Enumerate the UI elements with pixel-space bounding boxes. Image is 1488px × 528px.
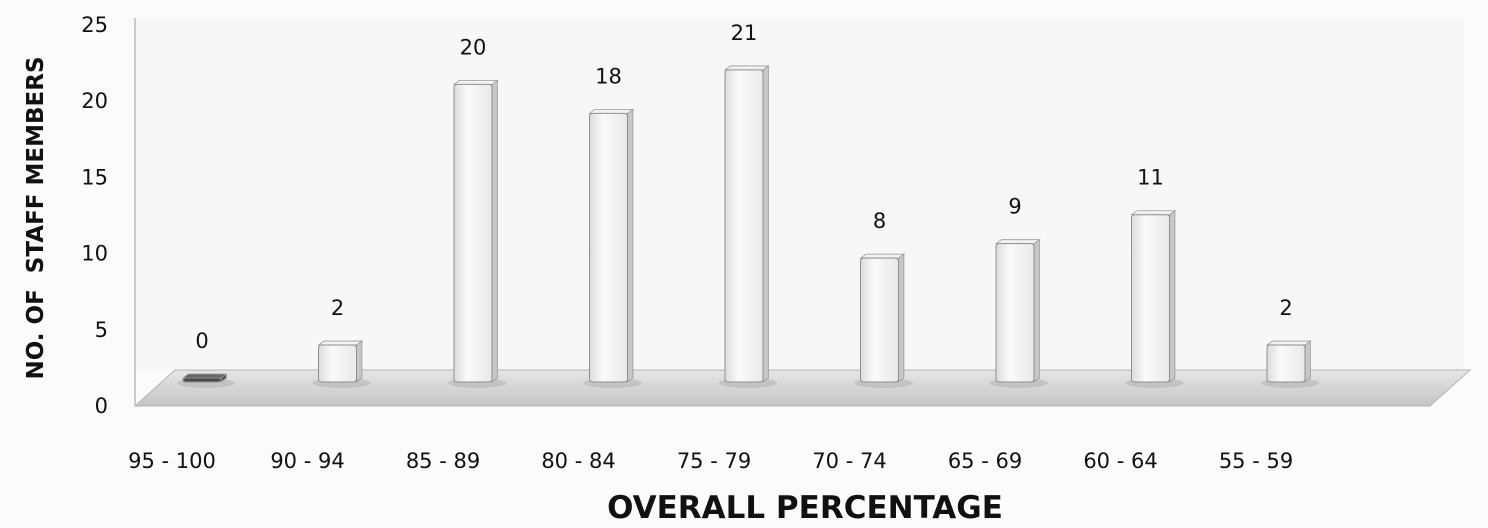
bar [177, 373, 235, 388]
bar-side [1169, 209, 1176, 383]
bar-side [356, 340, 363, 383]
x-tick-label: 55 - 59 [1219, 449, 1293, 473]
bar [854, 253, 913, 388]
bar [312, 340, 371, 388]
y-axis-title: NO. OF STAFF MEMBERS [23, 56, 49, 379]
bar-front [995, 243, 1035, 383]
data-label: 18 [595, 64, 622, 88]
bar [583, 108, 642, 388]
bar-side [762, 65, 769, 383]
bar-top [452, 80, 499, 85]
bar [990, 238, 1048, 388]
bars-group [177, 65, 1319, 388]
bar-side [627, 108, 634, 383]
y-tick-label: 5 [95, 318, 108, 342]
plot-wall [135, 18, 1465, 370]
y-tick-label: 15 [81, 165, 108, 189]
x-tick-label: 60 - 64 [1083, 449, 1157, 473]
y-tick-label: 25 [81, 13, 108, 37]
data-label: 2 [331, 296, 344, 320]
x-tick-label: 95 - 100 [128, 449, 216, 473]
bar-front [1266, 344, 1306, 383]
bar [1125, 209, 1184, 388]
x-tick-label: 80 - 84 [541, 449, 615, 473]
x-axis-ticks: 95 - 100 90 - 94 85 - 89 80 - 84 75 - 79 70 -… [128, 449, 1293, 473]
bar-front [1131, 214, 1170, 383]
x-tick-label: 65 - 69 [948, 449, 1022, 473]
x-tick-label: 75 - 79 [677, 449, 751, 473]
bar [719, 65, 777, 388]
y-tick-label: 20 [81, 89, 108, 113]
bar-side [1304, 340, 1311, 383]
data-label: 2 [1279, 296, 1292, 320]
bar [448, 79, 506, 388]
bar-front [860, 257, 899, 383]
data-label: 11 [1137, 166, 1164, 190]
y-tick-label: 0 [95, 394, 108, 418]
bar-front [453, 83, 493, 383]
x-tick-label: 85 - 89 [406, 449, 480, 473]
y-axis-ticks: 0 5 10 15 20 25 [81, 13, 108, 418]
bar-side [898, 253, 905, 383]
bar-side [1033, 238, 1040, 383]
data-label: 0 [195, 329, 208, 353]
data-label: 8 [873, 209, 886, 233]
bar-front [724, 69, 764, 383]
bar-front [589, 112, 628, 383]
data-labels-group: 0 2 20 18 21 8 9 11 2 [195, 21, 1292, 353]
bar-front [318, 344, 357, 383]
bar-top [723, 65, 770, 71]
bar-side [491, 79, 498, 383]
bar-top [317, 340, 364, 346]
bar [1261, 340, 1319, 388]
x-axis-title: OVERALL PERCENTAGE [607, 490, 1003, 526]
x-tick-label: 90 - 94 [270, 449, 344, 473]
bar-top [1265, 340, 1312, 346]
x-tick-label: 70 - 74 [812, 449, 886, 473]
bar-top [181, 373, 228, 379]
data-label: 20 [460, 35, 487, 59]
bar-front [182, 377, 222, 383]
bar-top [588, 108, 635, 114]
data-label: 21 [731, 21, 758, 45]
bar-top [994, 239, 1041, 245]
bar-top [1130, 210, 1177, 216]
y-tick-label: 10 [81, 242, 108, 266]
data-label: 9 [1008, 195, 1021, 219]
bar-top [859, 253, 906, 259]
